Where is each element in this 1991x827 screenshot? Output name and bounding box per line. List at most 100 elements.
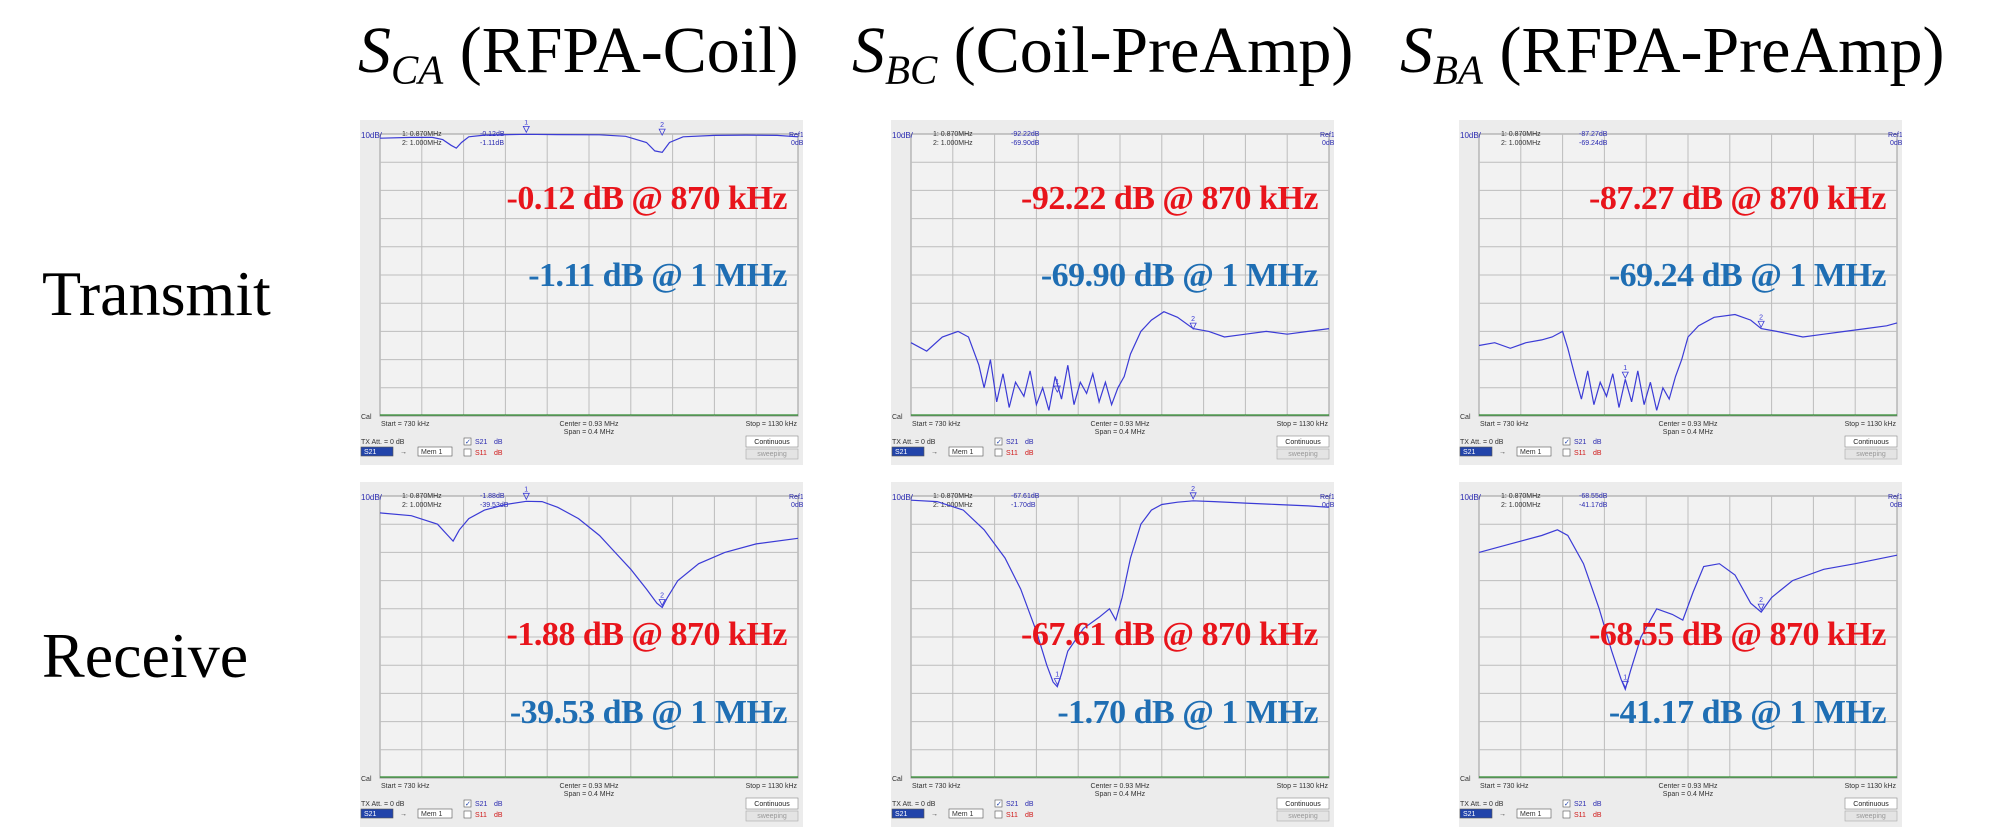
arrow-icon: → bbox=[1499, 811, 1506, 818]
trace-select-value: S21 bbox=[364, 811, 377, 818]
span-label: Span = 0.4 MHz bbox=[1095, 429, 1146, 436]
marker-triangle bbox=[1189, 322, 1197, 331]
memory-select-value: Mem 1 bbox=[952, 811, 974, 818]
marker-1-readout-value: -67.61dB bbox=[1011, 493, 1040, 500]
marker-triangle bbox=[1189, 492, 1197, 500]
ref-value: 0dB bbox=[1890, 140, 1902, 147]
memory-select-value: Mem 1 bbox=[421, 811, 443, 818]
s21-checkbox bbox=[1562, 437, 1571, 446]
arrow-icon: → bbox=[400, 449, 407, 456]
marker-number: 2 bbox=[1191, 316, 1195, 323]
marker-1-readout-value: -1.88dB bbox=[480, 493, 505, 500]
s11-checkbox bbox=[463, 448, 472, 457]
s11-label: S11 bbox=[1574, 450, 1586, 457]
scale-label: 10dB/ bbox=[361, 131, 383, 140]
memory-select-dropdown bbox=[948, 808, 984, 819]
annotation-1mhz: -1.70 dB @ 1 MHz bbox=[1057, 694, 1318, 731]
marker-1-readout-label: 1: 0.870MHz bbox=[1501, 131, 1541, 138]
span-label: Span = 0.4 MHz bbox=[1663, 791, 1714, 798]
tx-attenuation-label: TX Att. = 0 dB bbox=[892, 801, 936, 808]
marker-number: 2 bbox=[1759, 597, 1763, 604]
s11-checkbox bbox=[1562, 448, 1571, 457]
marker-1-readout-value: -68.55dB bbox=[1579, 493, 1608, 500]
arrow-icon: → bbox=[400, 811, 407, 818]
s21-unit: dB bbox=[494, 439, 503, 446]
cal-label: Cal bbox=[361, 414, 372, 421]
stop-frequency-label: Stop = 1130 kHz bbox=[1277, 783, 1329, 790]
marker-1-readout-value: -92.22dB bbox=[1011, 131, 1040, 138]
marker-number: 1 bbox=[1055, 672, 1059, 679]
marker-triangle bbox=[1621, 680, 1629, 689]
s11-unit: dB bbox=[1025, 812, 1034, 819]
center-frequency-label: Center = 0.93 MHz bbox=[1659, 783, 1718, 790]
s21-checkbox bbox=[463, 437, 472, 446]
continuous-button bbox=[1276, 435, 1330, 448]
trace-select-value: S21 bbox=[364, 449, 377, 456]
center-frequency-label: Center = 0.93 MHz bbox=[1091, 421, 1150, 428]
trace-select-value: S21 bbox=[895, 811, 908, 818]
s21-unit: dB bbox=[1025, 801, 1034, 808]
chart-panel-receive-sbc: 10dB/1: 0.870MHz -67.61dB 2: 1.000MHz -1.70… bbox=[891, 482, 1334, 827]
marker-number: 2 bbox=[1759, 314, 1763, 321]
trace-select-dropdown bbox=[360, 446, 394, 457]
marker-1-readout-label: 1: 0.870MHz bbox=[933, 131, 973, 138]
annotation-1mhz: -39.53 dB @ 1 MHz bbox=[509, 694, 788, 731]
memory-select-dropdown bbox=[948, 446, 984, 457]
check-icon: ✓ bbox=[996, 439, 1002, 446]
marker-triangle bbox=[522, 125, 530, 134]
annotation-870khz: -68.55 dB @ 870 kHz bbox=[1589, 616, 1886, 653]
trace-select-dropdown bbox=[360, 808, 394, 819]
marker-2-readout-value: -1.11dB bbox=[480, 140, 504, 147]
center-frequency-label: Center = 0.93 MHz bbox=[1659, 421, 1718, 428]
s11-checkbox bbox=[1562, 810, 1571, 819]
sweeping-label: sweeping bbox=[757, 813, 787, 820]
s11-checkbox bbox=[463, 810, 472, 819]
chart-panel-transmit-sca: 10dB/1: 0.870MHz -0.12dB 2: 1.000MHz -1.11d… bbox=[360, 120, 803, 465]
chart-panel-receive-sca: 10dB/1: 0.870MHz -1.88dB 2: 1.000MHz -39.53… bbox=[360, 482, 803, 827]
chart-svg: 10dB/1: 0.870MHz -68.55dB 2: 1.000MHz -41.1… bbox=[1459, 493, 1902, 822]
trace-select-value: S21 bbox=[1463, 449, 1476, 456]
marker-triangle bbox=[1757, 603, 1765, 611]
marker-1-readout-label: 1: 0.870MHz bbox=[1501, 493, 1541, 500]
s21-trace-line bbox=[1478, 529, 1898, 692]
marker-2-readout-value: -39.53dB bbox=[480, 502, 509, 509]
sweeping-label: sweeping bbox=[1288, 451, 1318, 458]
tx-attenuation-label: TX Att. = 0 dB bbox=[892, 439, 936, 446]
marker-triangle bbox=[658, 128, 666, 137]
continuous-button bbox=[1276, 797, 1330, 810]
continuous-button bbox=[1844, 435, 1898, 448]
check-icon: ✓ bbox=[1564, 801, 1570, 808]
column-title-symbol: S bbox=[1400, 14, 1433, 87]
scale-label: 10dB/ bbox=[892, 493, 914, 502]
stop-frequency-label: Stop = 1130 kHz bbox=[1277, 421, 1329, 428]
s21-label: S21 bbox=[475, 801, 488, 808]
s21-checkbox bbox=[994, 799, 1003, 808]
sweeping-label: sweeping bbox=[1856, 451, 1886, 458]
arrow-icon: → bbox=[931, 449, 938, 456]
start-frequency-label: Start = 730 kHz bbox=[381, 783, 430, 790]
memory-select-dropdown bbox=[417, 446, 453, 457]
sweeping-button bbox=[745, 448, 799, 460]
ref-label: Ref1 bbox=[1888, 132, 1902, 139]
check-icon: ✓ bbox=[996, 801, 1002, 808]
marker-1-readout-value: -87.27dB bbox=[1579, 131, 1608, 138]
s11-unit: dB bbox=[1593, 812, 1602, 819]
marker-triangle bbox=[522, 492, 530, 501]
marker-triangle bbox=[1053, 385, 1061, 393]
s21-unit: dB bbox=[1593, 801, 1602, 808]
column-title-sba: SBA (RFPA-PreAmp) bbox=[1400, 18, 1944, 91]
chart-svg: 10dB/1: 0.870MHz -87.27dB 2: 1.000MHz -69.2… bbox=[1459, 131, 1902, 460]
scale-label: 10dB/ bbox=[1460, 131, 1482, 140]
column-title-sbc: SBC (Coil-PreAmp) bbox=[852, 18, 1353, 91]
ref-label: Ref1 bbox=[1888, 494, 1902, 501]
cal-label: Cal bbox=[1460, 414, 1471, 421]
marker-2-readout-value: -1.70dB bbox=[1011, 502, 1036, 509]
span-label: Span = 0.4 MHz bbox=[564, 429, 615, 436]
ref-label: Ref1 bbox=[1320, 494, 1334, 501]
s11-label: S11 bbox=[1574, 812, 1586, 819]
continuous-button bbox=[1844, 797, 1898, 810]
continuous-label: Continuous bbox=[1853, 439, 1889, 446]
continuous-label: Continuous bbox=[1285, 439, 1321, 446]
ref-value: 0dB bbox=[791, 140, 803, 147]
sweeping-label: sweeping bbox=[757, 451, 787, 458]
